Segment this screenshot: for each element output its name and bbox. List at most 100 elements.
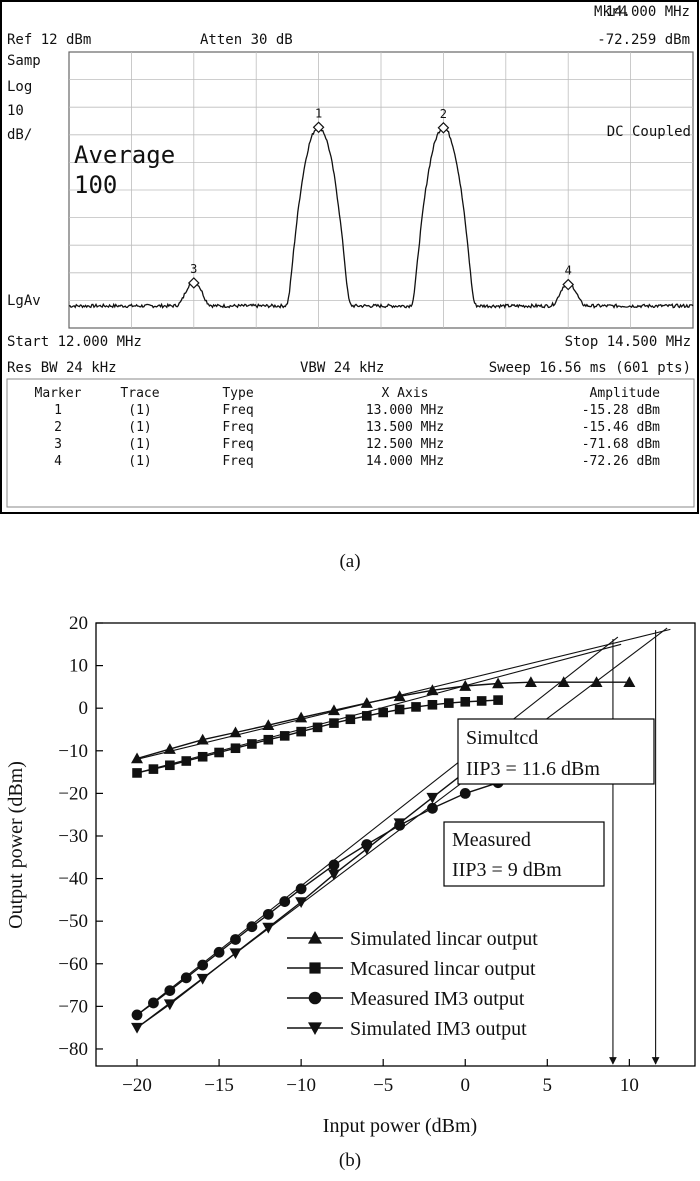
y-tick-label: −80	[58, 1039, 88, 1060]
data-point	[312, 722, 323, 733]
sweep-time: Sweep 16.56 ms (601 pts)	[489, 360, 691, 376]
data-point	[197, 751, 208, 762]
res-bw: Res BW 24 kHz	[7, 360, 117, 376]
data-point	[590, 676, 603, 688]
series-circle	[131, 777, 504, 1021]
y-tick-label: −60	[58, 954, 88, 975]
data-point	[493, 695, 503, 705]
scale-db-per-div: dB/	[7, 127, 32, 143]
marker-table-header: Amplitude	[590, 386, 661, 401]
marker-readout-amp: -72.259 dBm	[597, 32, 690, 48]
marker-table-cell: 1	[54, 403, 62, 418]
data-point	[148, 997, 159, 1009]
data-point	[378, 707, 388, 718]
measured-annotation-title: Measured	[452, 829, 531, 851]
legend-label: Simulated lincar output	[350, 928, 538, 950]
analyzer-trace	[68, 126, 694, 310]
extrapolation-line	[136, 628, 671, 760]
data-point	[263, 734, 274, 745]
data-point	[524, 676, 537, 688]
analyzer-marker-diamond	[312, 121, 325, 134]
marker-table-cell: Freq	[222, 437, 253, 452]
marker-table-cell: 4	[54, 454, 62, 469]
legend-label: Mcasured lincar output	[350, 958, 536, 980]
marker-table-cell: 2	[54, 420, 62, 435]
marker-table-cell: 12.500 MHz	[366, 437, 444, 452]
y-tick-label: −50	[58, 911, 88, 932]
data-point	[459, 680, 472, 691]
data-point	[262, 908, 274, 920]
data-point	[427, 699, 438, 710]
marker-table-cell: -15.46 dBm	[582, 420, 660, 435]
chart-legend: Simulated lincar output Mcasured lincar o…	[287, 928, 538, 1040]
marker-table-cell: (1)	[128, 454, 151, 469]
data-point	[229, 726, 242, 738]
data-point	[308, 931, 322, 944]
marker-table: Marker Trace Type X Axis Amplitude 1 (1) Freq 13…	[35, 386, 661, 469]
data-point	[327, 869, 340, 881]
data-point	[426, 684, 439, 696]
measured-annotation-box	[443, 821, 605, 887]
data-point	[279, 896, 291, 907]
data-point	[329, 718, 339, 728]
y-tick-label: 20	[69, 613, 88, 634]
marker-table-cell: -71.68 dBm	[582, 437, 660, 452]
data-point	[230, 934, 241, 945]
data-point	[229, 948, 242, 960]
x-tick-label: −10	[286, 1075, 316, 1096]
x-tick-label: 0	[460, 1075, 470, 1096]
average-count: 100	[74, 171, 117, 199]
avg-type-lgav: LgAv	[7, 293, 41, 309]
scale-10: 10	[7, 103, 24, 119]
data-point	[279, 731, 290, 741]
data-point	[163, 999, 176, 1011]
data-point	[327, 704, 340, 716]
marker-table-header: Trace	[120, 386, 159, 401]
data-point	[163, 743, 176, 754]
analyzer-markers: 1 2 3 4	[187, 106, 575, 291]
series-triangle-up	[131, 676, 636, 764]
marker-table-frame	[6, 378, 695, 508]
marker-table-cell: (1)	[128, 403, 151, 418]
legend-label: Measured IM3 output	[350, 988, 525, 1010]
marker-readout-label: Mkr4	[594, 4, 628, 20]
x-tick-label: −15	[204, 1075, 234, 1096]
data-point	[361, 711, 372, 721]
data-point	[492, 677, 505, 689]
x-tick-label: 5	[543, 1075, 553, 1096]
caption-a: (a)	[339, 551, 360, 572]
data-point	[426, 792, 439, 804]
data-point	[262, 922, 275, 934]
marker-table-cell: -72.26 dBm	[582, 454, 660, 469]
data-point	[308, 1022, 322, 1035]
data-point	[427, 802, 438, 814]
data-point	[165, 760, 175, 771]
measured-annotation-value: IIP3 = 9 dBm	[452, 859, 562, 881]
data-point	[360, 843, 373, 855]
simulated-annotation-box	[457, 718, 655, 785]
data-point	[459, 787, 471, 799]
legend-label: Simulated IM3 output	[350, 1018, 527, 1040]
chart-plot-area	[95, 622, 696, 1067]
data-point	[131, 1022, 144, 1034]
x-tick-label: −5	[373, 1075, 393, 1096]
marker-table-cell: 3	[54, 437, 62, 452]
data-point	[394, 704, 405, 715]
marker-table-cell: (1)	[128, 437, 151, 452]
data-point	[214, 747, 224, 758]
data-point	[295, 711, 308, 723]
marker-table-header: X Axis	[382, 386, 429, 401]
data-point	[181, 756, 192, 766]
series-line	[136, 699, 499, 774]
series-line	[136, 681, 630, 760]
y-tick-label: 0	[79, 698, 89, 719]
y-tick-label: 10	[69, 656, 88, 677]
data-point	[180, 972, 192, 984]
data-point	[197, 959, 209, 971]
data-point	[345, 714, 356, 725]
x-tick-label: −20	[122, 1075, 152, 1096]
y-axis-label: Output power (dBm)	[5, 761, 27, 929]
